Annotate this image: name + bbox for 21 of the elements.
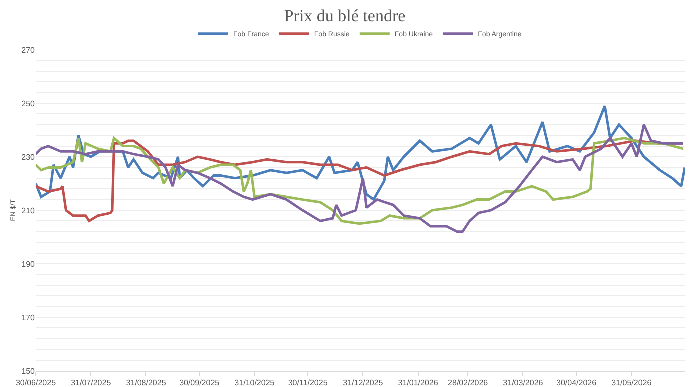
y-tick-label: 150 xyxy=(22,366,36,376)
x-tick-label: 28/02/2026 xyxy=(448,378,489,387)
x-tick-label: 31/08/2025 xyxy=(126,378,167,387)
y-tick-label: 170 xyxy=(22,313,36,322)
x-tick-label: 30/06/2025 xyxy=(16,378,57,387)
y-tick-label: 270 xyxy=(22,46,36,55)
y-tick-label: 190 xyxy=(22,260,36,269)
x-tick-label: 31/03/2026 xyxy=(503,378,544,387)
y-tick-label: 230 xyxy=(22,152,36,162)
x-tick-label: 31/10/2025 xyxy=(234,378,276,387)
x-tick-label: 31/05/2026 xyxy=(612,378,652,387)
x-tick-label: 30/04/2026 xyxy=(556,378,598,387)
x-tick-label: 31/07/2025 xyxy=(71,378,112,387)
x-tick-label: 30/09/2025 xyxy=(180,378,220,387)
x-tick-label: 30/11/2025 xyxy=(288,378,328,387)
y-tick-label: 250 xyxy=(22,99,36,108)
x-tick-label: 31/01/2026 xyxy=(398,378,439,387)
chart-title: Prix du blé tendre xyxy=(284,6,406,26)
y-tick-label: 210 xyxy=(22,206,36,216)
x-tick-label: 31/12/2025 xyxy=(343,378,384,387)
line-series xyxy=(36,124,684,234)
